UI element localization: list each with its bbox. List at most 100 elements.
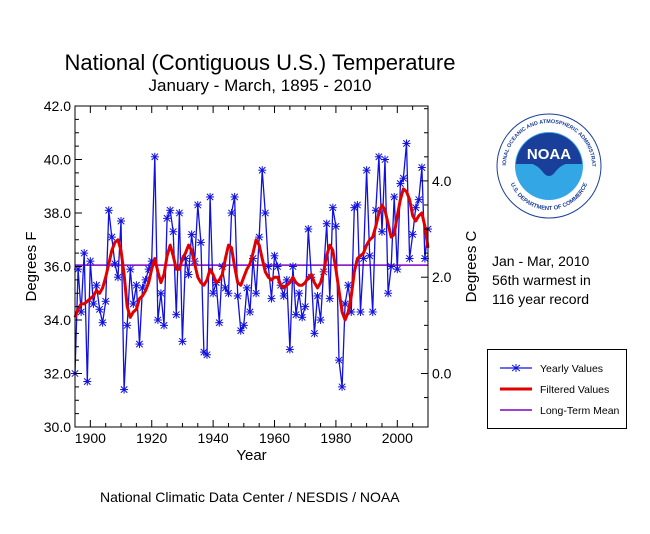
x-tick-label: 1980 [320,430,351,446]
yearly-point [202,350,211,359]
yearly-point [166,206,175,215]
yearly-point [374,152,383,161]
legend-swatch-filtered [500,387,532,391]
yearly-point [331,222,340,231]
yearly-point [365,251,374,260]
y-tick-label: 38.0 [44,205,71,221]
yearly-point [267,294,276,303]
y-tick-label: 36.0 [44,259,71,275]
y-tick-label: 32.0 [44,366,71,382]
info-period: Jan - Mar, 2010 [492,253,590,269]
legend-label-yearly: Yearly Values [540,363,604,375]
x-tick-label: 2000 [382,430,413,446]
yearly-point [178,337,187,346]
x-axis-label: Year [236,447,266,464]
x-tick-label: 1900 [75,430,106,446]
yearly-point [175,209,184,217]
yearly-point [411,203,420,212]
x-tick-label: 1920 [136,430,167,446]
yearly-point [353,200,362,209]
legend-swatch-mean [500,409,532,411]
yearly-point [338,382,347,391]
yearly-point [292,310,301,319]
yearly-point [187,230,196,239]
y-tick-label: 30.0 [44,419,71,435]
yearly-point [322,219,331,228]
yearly-point [233,291,242,300]
yearly-point [264,262,273,271]
yearly-point [196,238,205,247]
chart-legend: Yearly Values Filtered Values Long-Term … [487,349,627,429]
footer-credit: National Climatic Data Center / NESDIS /… [100,489,400,505]
yearly-point [414,195,423,204]
yearly-point [362,166,371,175]
y2-axis-label: Degrees C [463,230,480,302]
yearly-point [405,254,414,263]
yearly-point [408,230,417,239]
yearly-point [399,174,408,183]
yearly-point [270,251,279,260]
yearly-point [417,163,426,172]
yearly-point [184,270,193,279]
y2-tick-label: 0.0 [432,366,452,382]
yearly-point [328,203,337,212]
yearly-point [104,206,113,215]
x-tick-label: 1960 [259,430,290,446]
yearly-point [273,262,282,271]
yearly-point [209,289,218,298]
yearly-point [356,307,365,316]
yearly-point [86,257,95,266]
noaa-logo: NOAA NATIONAL OCEANIC AND ATMOSPHERIC AD… [494,111,602,219]
legend-label-filtered: Filtered Values [540,384,610,396]
logo-wordmark: NOAA [527,146,571,163]
yearly-point [316,316,325,324]
yearly-point [92,281,101,290]
yearly-point [227,209,236,217]
yearly-point [325,294,334,303]
yearly-point [387,262,396,271]
yearly-point [120,385,129,394]
chart-title: National (Contiguous U.S.) Temperature [64,50,456,75]
yearly-point [163,214,172,223]
y-tick-label: 34.0 [44,312,71,328]
yearly-point [156,289,165,298]
filtered-values-line [73,187,430,322]
info-rank: 56th warmest in [492,272,591,288]
info-record-length: 116 year record [492,291,590,307]
yearly-point [313,291,322,300]
yearly-point [344,281,353,290]
yearly-point [298,313,307,322]
yearly-point [89,299,98,308]
yearly-point [282,275,291,284]
yearly-point [285,345,294,354]
legend-swatch-yearly [500,364,532,372]
yearly-point [110,259,119,268]
yearly-point [341,299,350,308]
yearly-point [334,356,343,365]
yearly-point [402,139,411,148]
yearly-point [169,227,178,236]
yearly-point [160,321,169,330]
yearly-point [304,225,313,234]
yearly-point [390,192,399,201]
y2-tick-label: 4.0 [432,173,452,189]
yearly-point [261,209,270,217]
yearly-point [132,281,141,290]
yearly-point [295,289,304,298]
y-tick-label: 40.0 [44,152,71,168]
yearly-point [80,249,89,258]
yearly-point [368,307,377,316]
yearly-point [153,316,162,324]
yearly-point [224,289,233,298]
chart-subtitle: January - March, 1895 - 2010 [148,76,372,95]
y-tick-label: 42.0 [44,98,71,114]
legend-label-mean: Long-Term Mean [540,405,620,417]
yearly-point [95,305,104,314]
yearly-point [113,273,122,282]
y2-tick-label: 2.0 [432,269,452,285]
y-axis-label: Degrees F [23,231,40,301]
yearly-point [129,299,138,308]
yearly-point [172,310,181,319]
yearly-point [135,340,144,349]
